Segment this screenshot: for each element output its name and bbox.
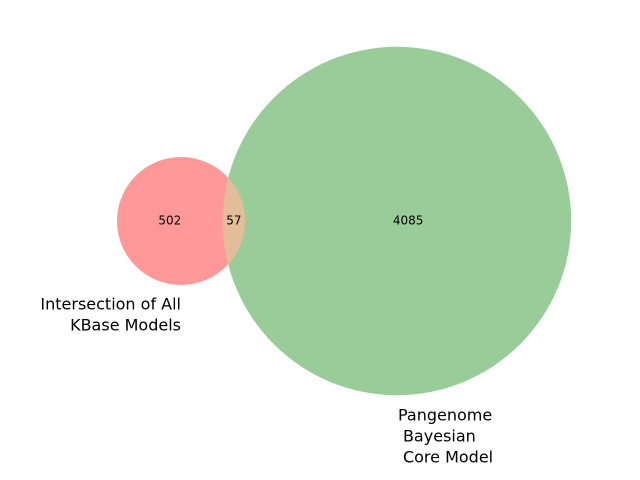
region-label: 57 <box>226 214 241 228</box>
region-label: 4085 <box>393 214 424 228</box>
set-label: Bayesian <box>403 427 476 446</box>
set-circle <box>117 157 245 285</box>
overlap-region <box>222 177 245 265</box>
set-label: Core Model <box>403 448 493 467</box>
set-label: Pangenome <box>398 406 492 425</box>
set-circle <box>222 46 572 396</box>
region-label: 502 <box>158 214 181 228</box>
set-label: Intersection of All <box>40 295 181 314</box>
set-label: KBase Models <box>70 316 181 335</box>
